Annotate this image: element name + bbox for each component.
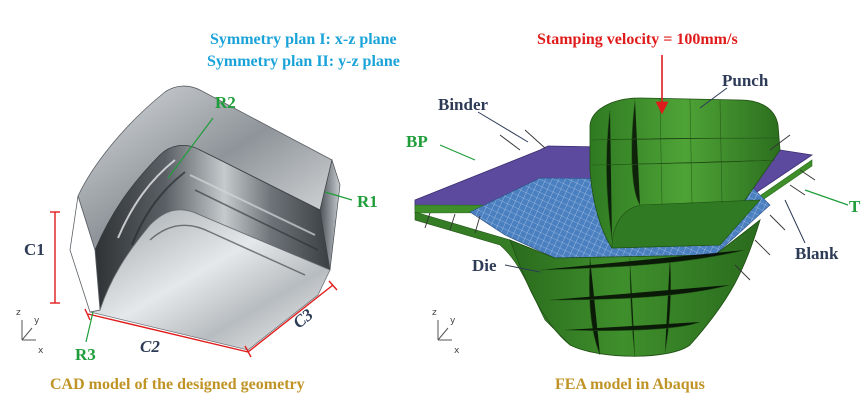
fea-caption: FEA model in Abaqus: [555, 376, 705, 393]
symmetry-plane-2-label: Symmetry plan II: y-z plane: [207, 53, 400, 70]
cad-label-r3: R3: [75, 345, 96, 364]
stamping-velocity-label: Stamping velocity = 100mm/s: [537, 31, 738, 48]
fea-label-bp: BP: [406, 132, 428, 151]
fea-axis-z: z: [432, 308, 437, 318]
symmetry-plane-1-label: Symmetry plan I: x-z plane: [210, 31, 397, 48]
cad-axis-z: z: [16, 308, 21, 318]
cad-label-c1: C1: [24, 240, 45, 259]
fea-label-die: Die: [472, 256, 497, 275]
fea-axis-x: x: [454, 346, 460, 356]
cad-axis-y: y: [34, 316, 40, 326]
fea-label-punch: Punch: [722, 71, 769, 90]
cad-axis-x: x: [38, 346, 44, 356]
cad-label-c2: C2: [140, 337, 160, 356]
cad-label-r2: R2: [215, 93, 236, 112]
cad-caption: CAD model of the designed geometry: [50, 376, 305, 393]
fea-label-binder: Binder: [438, 95, 489, 114]
fea-label-blank: Blank: [795, 244, 839, 263]
fea-label-t: T: [849, 197, 861, 216]
fea-axis-y: y: [450, 316, 456, 326]
cad-label-r1: R1: [357, 192, 378, 211]
